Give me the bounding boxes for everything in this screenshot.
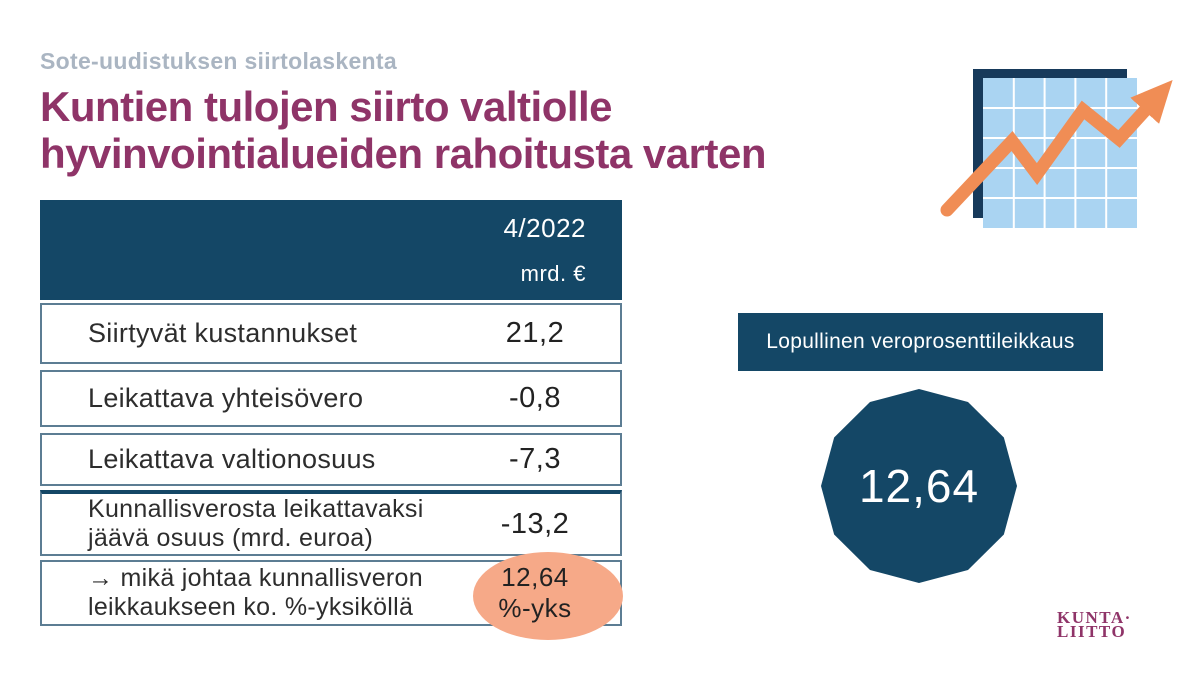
highlight-ellipse [473, 552, 623, 640]
result-decagon: 12,64 [821, 389, 1017, 583]
row-label: Leikattava valtionosuus [88, 444, 376, 474]
row-label: Siirtyvät kustannukset [88, 318, 358, 348]
page-title-line2: hyvinvointialueiden rahoitusta varten [40, 130, 767, 178]
result-badge: Lopullinen veroprosenttileikkaus [738, 313, 1103, 371]
row-value: -0,8 [509, 382, 561, 414]
table-row: → mikä johtaa kunnallisveron leikkauksee… [40, 560, 622, 626]
table-row: Kunnallisverosta leikattavaksi jäävä osu… [40, 490, 622, 556]
row-value: 21,2 [505, 317, 565, 349]
slide-eyebrow: Sote-uudistuksen siirtolaskenta [40, 48, 397, 74]
row-label: Kunnallisverosta leikattavaksi jäävä osu… [88, 494, 424, 553]
table-row: Leikattava yhteisövero -0,8 [40, 370, 622, 427]
logo-line1: KUNTA· [1057, 608, 1132, 627]
page-title: Kuntien tulojen siirto valtiolle hyvinvo… [40, 83, 767, 178]
page-title-line1: Kuntien tulojen siirto valtiolle [40, 83, 613, 130]
header-block: Sote-uudistuksen siirtolaskenta Kuntien … [40, 48, 767, 178]
table-row: Siirtyvät kustannukset 21,2 [40, 303, 622, 364]
row-value: -13,2 [500, 507, 570, 540]
table-row: Leikattava valtionosuus -7,3 [40, 433, 622, 486]
kuntaliitto-logo: KUNTA· LIITTO [1057, 608, 1132, 641]
row-value-highlighted: 12,64 %-yks [450, 562, 620, 623]
row-value-number: 12,64 [501, 562, 569, 593]
line-chart-up-arrow-icon [940, 69, 1173, 228]
result-value: 12,64 [858, 460, 980, 512]
table-header-period: 4/2022 [503, 213, 586, 243]
transfer-table: 4/2022 mrd. € Siirtyvät kustannukset 21,… [40, 200, 623, 640]
logo-line2: LIITTO [1057, 622, 1127, 641]
table-header-unit: mrd. € [520, 261, 586, 286]
row-label: Leikattava yhteisövero [88, 383, 364, 413]
row-label: → mikä johtaa kunnallisveron leikkauksee… [88, 563, 423, 622]
row-value: -7,3 [509, 443, 561, 475]
row-value-unit: %-yks [498, 593, 572, 623]
table-header: 4/2022 mrd. € [40, 200, 622, 300]
